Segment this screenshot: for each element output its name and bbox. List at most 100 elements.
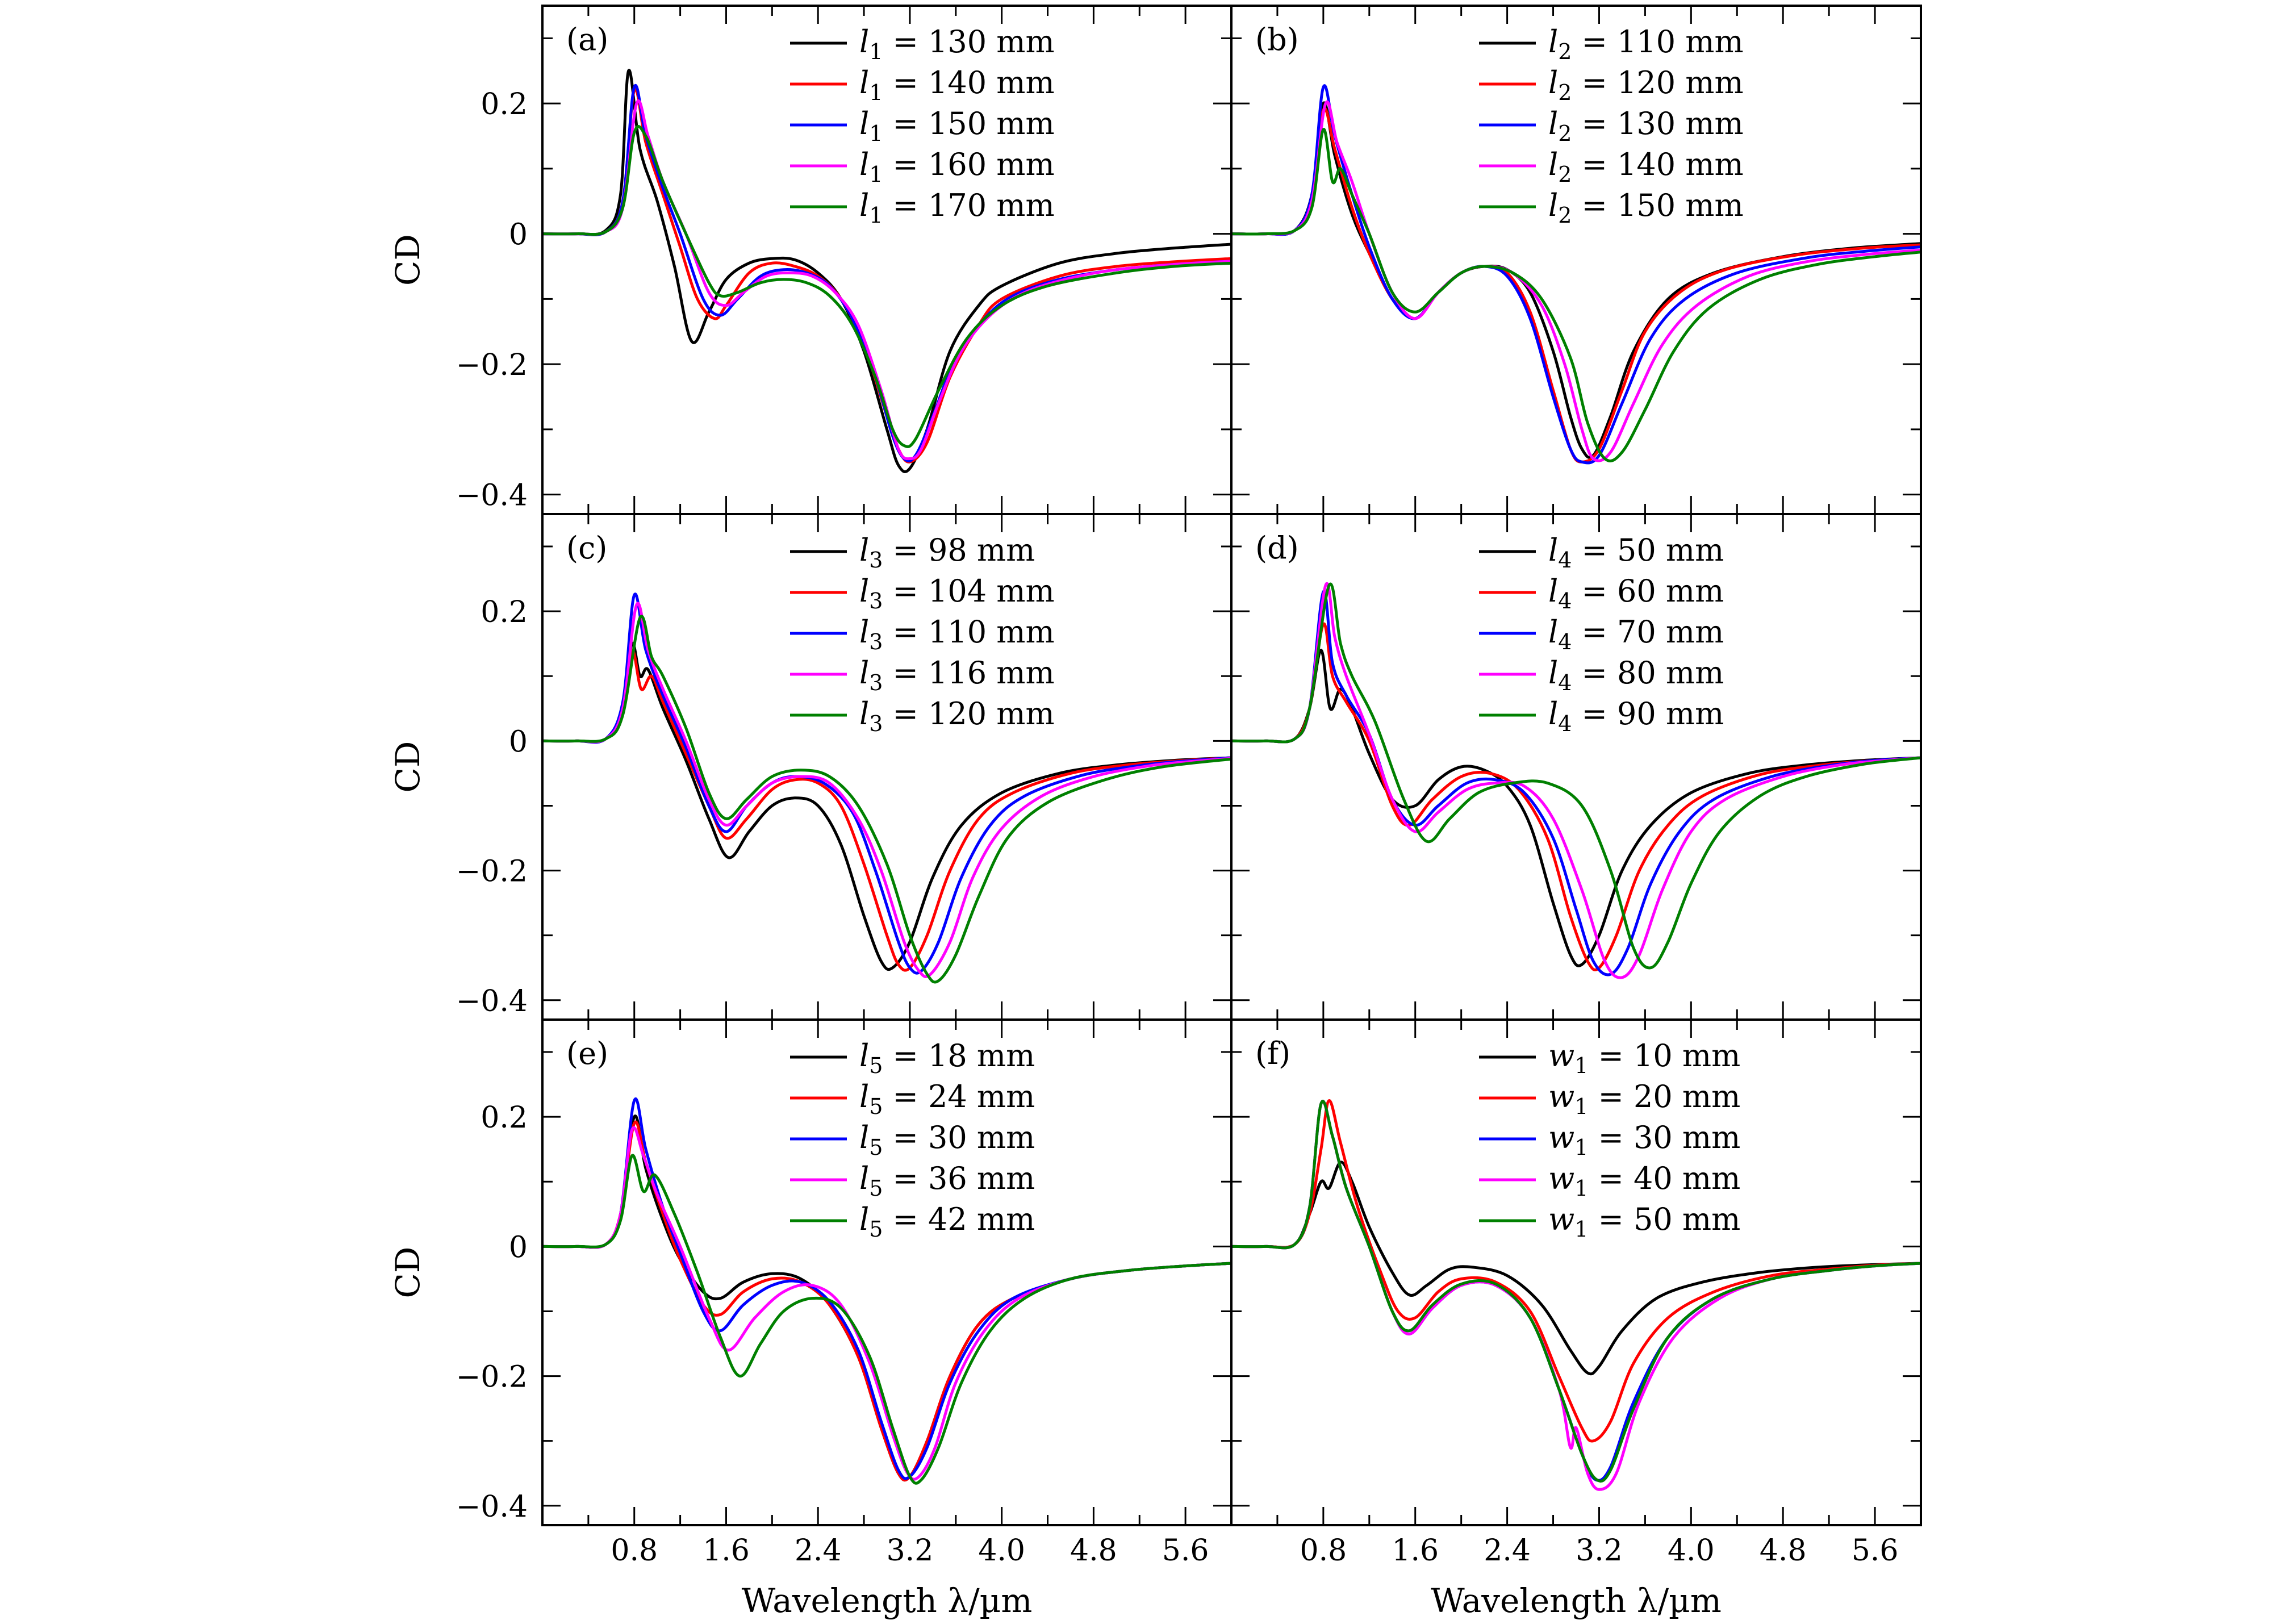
series-line-2 [1231,107,1921,464]
legend-entry: l4 = 80 mm [1548,655,1724,695]
x-tick-label: 2.4 [1484,1534,1531,1568]
series-lines [1231,1099,1921,1491]
y-tick-label: 0.2 [481,1101,528,1135]
y-tick-label: 0 [509,218,528,252]
legend-entry: l5 = 24 mm [859,1079,1035,1119]
y-tick-label: −0.2 [456,855,528,889]
legend-entry: l1 = 160 mm [859,147,1055,187]
panel-label: (e) [566,1036,608,1071]
series-line-2 [1231,1099,1921,1443]
panel-label: (f) [1255,1036,1290,1071]
y-axis-label-row-2: CD [388,741,427,793]
legend-entry: l1 = 150 mm [859,106,1055,146]
series-line-5 [1231,582,1921,970]
legend-entry: l1 = 140 mm [859,65,1055,105]
series-line-5 [1231,1100,1921,1483]
y-axis-label-row-3: CD [388,1247,427,1299]
y-tick-label: −0.4 [456,984,528,1018]
x-axis-label-right: Wavelength λ/µm [1431,1581,1722,1620]
series-lines [1231,84,1921,465]
legend-entry: w1 = 20 mm [1548,1079,1740,1119]
x-tick-label: 4.8 [1760,1534,1807,1568]
legend-entry: l2 = 150 mm [1548,187,1744,228]
panel-label: (b) [1255,22,1299,57]
legend-entry: l2 = 130 mm [1548,106,1744,146]
panel-e: 0.2 0 −0.2 −0.4 0.8 1.6 2.4 3.2 4.0 4.8 5.6 (e) l5 =… [456,1020,1233,1568]
legend-entry: w1 = 30 mm [1548,1120,1740,1160]
x-tick-label: 0.8 [611,1534,658,1568]
legend-entry: l3 = 104 mm [859,573,1055,613]
series-line-5 [542,615,1231,984]
series-lines [1231,582,1921,979]
x-axis-label-left: Wavelength λ/µm [742,1581,1033,1620]
legend-entry: l5 = 36 mm [859,1160,1035,1201]
x-tick-label: 1.6 [703,1534,750,1568]
legend-entry: l1 = 130 mm [859,24,1055,64]
series-line-5 [1231,128,1921,462]
legend-entry: l3 = 120 mm [859,696,1055,736]
y-tick-label: −0.2 [456,1360,528,1395]
series-line-3 [1231,84,1921,465]
x-tick-label: 1.6 [1392,1534,1439,1568]
legend-entry: l4 = 90 mm [1548,696,1724,736]
y-tick-label: 0.2 [481,87,528,122]
y-tick-label: −0.2 [456,348,528,382]
legend-entry: l5 = 30 mm [859,1120,1035,1160]
legend-entry: w1 = 40 mm [1548,1160,1740,1201]
legend-entry: l4 = 50 mm [1548,532,1724,573]
x-tick-label: 3.2 [887,1534,934,1568]
legend-entry: l2 = 120 mm [1548,65,1744,105]
panel-label: (c) [566,530,607,566]
series-line-5 [542,125,1231,448]
series-line-5 [542,1154,1231,1485]
ticks [1231,1020,1922,1525]
legend-entry: l5 = 42 mm [859,1201,1035,1242]
series-line-2 [1231,622,1921,971]
legend-entry: l1 = 170 mm [859,187,1055,228]
series-line-3 [542,592,1231,975]
x-tick-label: 4.0 [978,1534,1025,1568]
legend-entry: l3 = 98 mm [859,532,1035,573]
ticks [542,514,1233,1020]
y-axis-label-row-1: CD [388,234,427,286]
legend-entry: l3 = 110 mm [859,614,1055,654]
x-tick-label: 4.8 [1070,1534,1117,1568]
series-lines [542,1097,1231,1485]
legend-entry: l4 = 70 mm [1548,614,1724,654]
x-tick-label: 0.8 [1300,1534,1347,1568]
legend-entry: l2 = 110 mm [1548,24,1744,64]
y-tick-label: 0 [509,725,528,759]
series-line-2 [542,649,1231,972]
legend-entry: l4 = 60 mm [1548,573,1724,613]
legend-entry: l5 = 18 mm [859,1038,1035,1078]
y-tick-label: −0.4 [456,479,528,513]
x-tick-label: 5.6 [1162,1534,1209,1568]
y-tick-label: −0.4 [456,1490,528,1524]
x-tick-label: 3.2 [1576,1534,1623,1568]
series-line-4 [542,602,1231,979]
legend-entry: w1 = 50 mm [1548,1201,1740,1242]
legend-entry: w1 = 10 mm [1548,1038,1740,1078]
x-tick-label: 2.4 [795,1534,842,1568]
y-tick-label: 0 [509,1230,528,1264]
series-line-1 [1231,1160,1921,1376]
series-lines [542,592,1231,984]
series-lines [542,69,1231,473]
x-tick-label: 5.6 [1852,1534,1899,1568]
panel-label: (d) [1255,530,1299,566]
legend-entry: l2 = 140 mm [1548,147,1744,187]
y-tick-label: 0.2 [481,595,528,629]
